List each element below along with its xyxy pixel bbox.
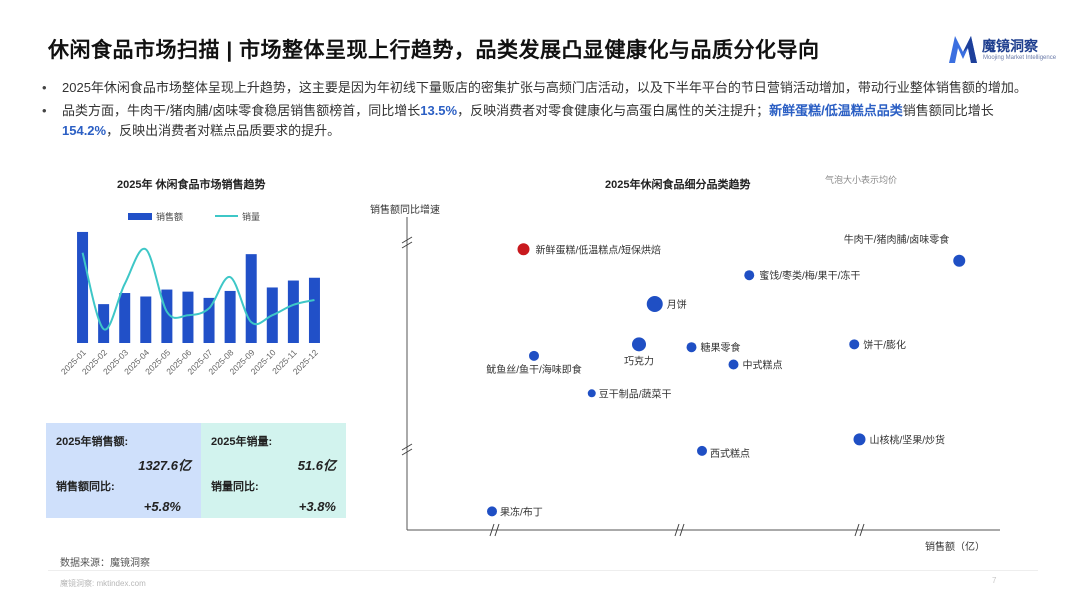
x-axis-break — [854, 523, 860, 537]
bar-sales-2025-02 — [98, 304, 110, 343]
kpi-sales-yoy-label: 销售额同比: — [56, 481, 115, 493]
bar-sales-2025-11 — [287, 280, 299, 343]
bullet-text: ，反映消费者对零食健康化与高蛋白属性的关注提升； — [457, 103, 770, 118]
bubble-size-note: 气泡大小表示均价 — [825, 174, 897, 185]
footer-divider — [48, 570, 1038, 571]
kpi-volume-yoy-label: 销量同比: — [211, 481, 259, 493]
highlight-number: 13.5% — [420, 103, 458, 118]
x-axis-label: 销售额（亿） — [925, 540, 985, 553]
x-axis-break — [494, 523, 500, 537]
legend-label-sales: 销售额 — [156, 211, 183, 222]
bubble-point — [953, 254, 966, 267]
bubble-point — [853, 433, 866, 446]
kpi-volume-label: 2025年销量: — [211, 436, 273, 448]
bubble-label: 蜜饯/枣类/梅/果干/冻干 — [759, 269, 860, 282]
data-source: 数据来源：魔镜洞察 — [60, 558, 150, 569]
bubble-point — [487, 506, 497, 517]
kpi-volume-value: 51.6亿 — [297, 458, 336, 473]
kpi-sales-label: 2025年销售额: — [56, 436, 129, 448]
summary-bullets: 2025年休闲食品市场整体呈现上升趋势，这主要是因为年初线下量贩店的密集扩张与高… — [40, 78, 1035, 144]
logo-subtitle: Moojing Market Intelligence — [983, 55, 1057, 61]
bullet-category: 品类方面，牛肉干/猪肉脯/卤味零食稳居销售额榜首，同比增长13.5%，反映消费者… — [40, 101, 1035, 141]
bar-sales-2025-06 — [182, 291, 194, 343]
bar-sales-2025-08 — [224, 290, 236, 343]
legend-swatch-sales — [128, 213, 152, 220]
legend-label-volume: 销量 — [242, 211, 260, 222]
highlight-number: 154.2% — [62, 123, 107, 138]
kpi-sales-yoy-value: +5.8% — [143, 499, 181, 514]
bar-sales-2025-12 — [308, 277, 320, 343]
x-axis-break — [679, 523, 685, 537]
sales-trend-chart-title: 2025年 休闲食品市场销售趋势 — [117, 179, 266, 191]
bubble-label: 果冻/布丁 — [500, 505, 543, 518]
bubble-point — [686, 342, 697, 353]
bubble-label: 月饼 — [667, 298, 687, 311]
logo-name: 魔镜洞察 — [982, 38, 1038, 54]
bubble-point — [728, 359, 739, 370]
bubble-point — [697, 445, 707, 456]
kpi-volume-box: 2025年销量: 51.6亿 销量同比: +3.8% — [201, 423, 346, 518]
bubble-point — [849, 339, 860, 350]
kpi-volume-yoy-value: +3.8% — [298, 499, 336, 514]
y-axis-break — [401, 448, 413, 456]
bullet-market-trend: 2025年休闲食品市场整体呈现上升趋势，这主要是因为年初线下量贩店的密集扩张与高… — [40, 78, 1035, 98]
sales-trend-chart: 销售额 销量2025-012025-022025-032025-042025-05… — [59, 211, 320, 376]
bubble-point — [744, 270, 755, 281]
bar-sales-2025-01 — [77, 231, 89, 343]
bubble-label: 山核桃/坚果/炒货 — [870, 433, 946, 446]
page-title: 休闲食品市场扫描 | 市场整体呈现上行趋势，品类发展凸显健康化与品质分化导向 — [48, 39, 820, 62]
bubble-label: 饼干/膨化 — [863, 338, 906, 351]
y-axis-label: 销售额同比增速 — [370, 203, 440, 216]
bar-sales-2025-04 — [140, 296, 152, 343]
bubble-label: 新鲜蛋糕/低温糕点/短保烘焙 — [536, 243, 662, 256]
bubble-label: 牛肉干/猪肉脯/卤味零食 — [844, 233, 950, 246]
bullet-text: ，反映出消费者对糕点品质要求的提升。 — [106, 123, 341, 138]
kpi-sales-value: 1327.6亿 — [138, 458, 191, 473]
x-axis-break — [674, 523, 680, 537]
bar-sales-2025-09 — [245, 254, 257, 343]
bubble-label: 巧克力 — [624, 354, 654, 367]
bubble-label: 西式糕点 — [710, 447, 750, 460]
y-axis-break — [401, 236, 413, 244]
bullet-text: 销售额同比增长 — [902, 103, 994, 118]
bubble-point — [632, 337, 646, 352]
bubble-label: 中式糕点 — [743, 358, 783, 371]
bar-sales-2025-03 — [119, 293, 131, 343]
page-number: 7 — [992, 576, 997, 585]
brand-logo: 魔镜洞察 Moojing Market Intelligence — [946, 32, 1056, 68]
line-volume — [81, 247, 315, 331]
y-axis-break — [401, 241, 413, 249]
bar-sales-2025-05 — [161, 289, 173, 343]
category-trend-chart-title: 2025年休闲食品细分品类趋势 — [605, 179, 751, 191]
bubble-label: 鱿鱼丝/鱼干/海味即食 — [486, 363, 582, 376]
footer-url: 魔镜洞察: mktindex.com — [60, 579, 146, 588]
bullet-text: 品类方面，牛肉干/猪肉脯/卤味零食稳居销售额榜首，同比增长 — [62, 103, 421, 118]
bubble-label: 糖果零食 — [701, 341, 741, 354]
bubble-point — [646, 296, 663, 312]
kpi-sales-box: 2025年销售额: 1327.6亿 销售额同比: +5.8% — [46, 423, 201, 518]
bubble-point — [587, 389, 596, 398]
bubble-point — [529, 350, 539, 361]
bar-sales-2025-07 — [203, 297, 215, 343]
y-axis-break — [401, 443, 413, 451]
bubble-label: 豆干制品/蔬菜干 — [599, 387, 672, 400]
x-axis-break — [489, 523, 495, 537]
bullet-text: 2025年休闲食品市场整体呈现上升趋势，这主要是因为年初线下量贩店的密集扩张与高… — [62, 80, 1027, 95]
moojing-logo-icon — [949, 36, 977, 63]
x-axis-break — [859, 523, 865, 537]
highlight-category: 新鲜蛋糕/低温糕点品类 — [769, 103, 903, 118]
bubble-point — [517, 243, 530, 256]
